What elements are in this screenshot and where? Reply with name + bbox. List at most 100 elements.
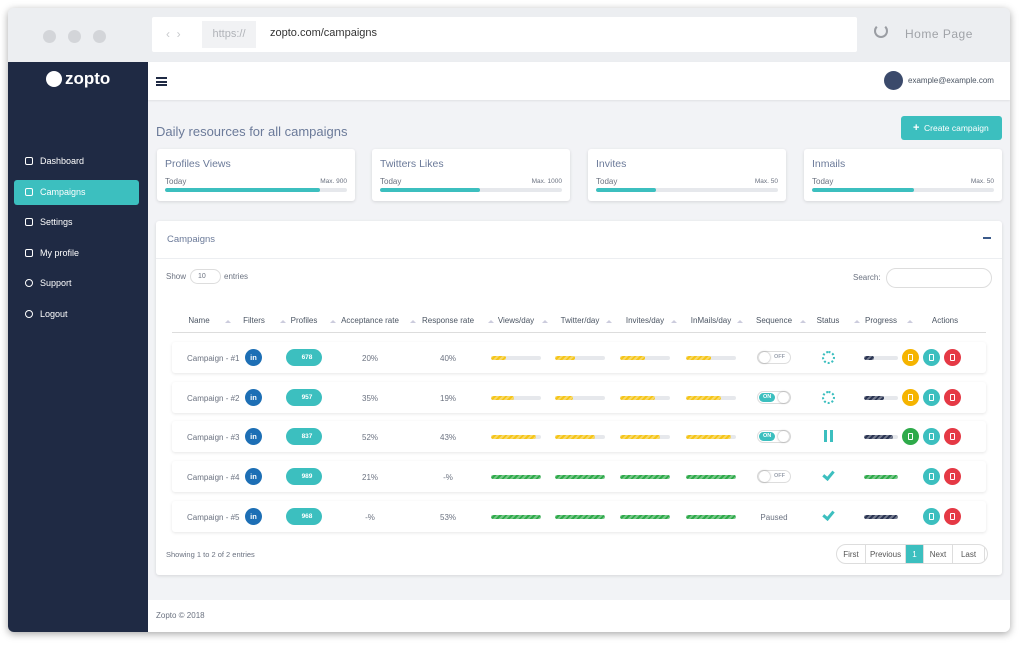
nav-item[interactable]: Logout	[14, 302, 139, 327]
resource-track	[380, 188, 562, 192]
menu-icon[interactable]	[156, 77, 167, 86]
campaign-row: Campaign - #1 in 678 20% 40% OFF	[172, 342, 986, 373]
column-header[interactable]: Views/day	[497, 316, 535, 325]
action-edit[interactable]	[923, 349, 940, 366]
daily-bar	[686, 395, 721, 400]
action-delete[interactable]	[944, 428, 961, 446]
profiles-badge: 968	[286, 507, 322, 525]
collapse-button[interactable]	[983, 237, 991, 239]
column-header[interactable]: Acceptance rate	[341, 316, 399, 325]
reload-icon[interactable]	[874, 24, 888, 38]
action-delete[interactable]	[944, 349, 961, 366]
search-input[interactable]	[886, 268, 992, 288]
column-header[interactable]: Name	[188, 316, 210, 325]
action-edit[interactable]	[923, 428, 940, 446]
status-spinner	[822, 351, 835, 364]
sequence-toggle[interactable]: ON	[757, 390, 791, 404]
daily-track	[686, 514, 736, 519]
home-link[interactable]: Home Page	[905, 27, 973, 41]
progress-track	[864, 514, 898, 519]
column-header[interactable]: Response rate	[421, 316, 475, 325]
column-header[interactable]: Progress	[864, 316, 898, 325]
action-delete[interactable]	[944, 468, 961, 486]
action-edit[interactable]	[923, 388, 940, 406]
daily-track	[620, 395, 670, 400]
profiles-badge: 957	[286, 388, 322, 406]
nav-item[interactable]: Dashboard	[14, 149, 139, 174]
campaign-name[interactable]: Campaign - #1	[187, 354, 240, 363]
column-header[interactable]: Actions	[931, 316, 959, 325]
action-play[interactable]	[902, 428, 919, 446]
action-edit[interactable]	[923, 468, 940, 486]
nav-item[interactable]: Settings	[14, 210, 139, 235]
daily-bar	[620, 356, 645, 360]
column-header[interactable]: InMails/day	[690, 316, 732, 325]
page-button[interactable]: 1	[906, 545, 924, 563]
acceptance-rate: 21%	[361, 473, 379, 483]
user-email[interactable]: example@example.com	[908, 76, 994, 85]
sort-icon	[330, 317, 336, 323]
page-button[interactable]: Previous	[866, 545, 906, 563]
resource-name: Inmails	[812, 158, 846, 170]
action-icon	[908, 433, 913, 441]
action-delete[interactable]	[944, 507, 961, 525]
window-button[interactable]	[68, 30, 81, 43]
resource-card: Inmails Today Max. 50	[804, 149, 1002, 201]
progress-track	[864, 475, 898, 480]
daily-track	[620, 356, 670, 360]
page-button[interactable]: First	[837, 545, 866, 563]
nav-item[interactable]: Campaigns	[14, 179, 139, 205]
nav-arrows[interactable]: ‹ ›	[166, 27, 181, 41]
campaign-name[interactable]: Campaign - #2	[187, 393, 240, 403]
profiles-count: 837	[301, 433, 313, 441]
daily-track	[555, 475, 605, 480]
column-header[interactable]: Filters	[243, 316, 265, 325]
avatar[interactable]	[884, 71, 903, 90]
action-pause[interactable]	[902, 349, 919, 366]
action-pause[interactable]	[902, 388, 919, 406]
filter-label: in	[250, 353, 257, 362]
page-button[interactable]: Next	[924, 545, 953, 563]
resource-bar	[596, 188, 657, 192]
daily-track	[491, 356, 541, 360]
column-header[interactable]: Invites/day	[625, 316, 665, 325]
create-button[interactable]: + Create campaign	[901, 116, 1002, 140]
action-edit[interactable]	[923, 507, 940, 525]
window-button[interactable]	[93, 30, 106, 43]
column-header[interactable]: Profiles	[290, 316, 318, 325]
nav-item[interactable]: My profile	[14, 241, 139, 266]
campaign-name[interactable]: Campaign - #3	[187, 433, 240, 443]
sequence-toggle[interactable]: ON	[757, 430, 791, 444]
address-bar[interactable]: ‹ › https:// zopto.com/campaigns	[152, 17, 857, 52]
campaign-name[interactable]: Campaign - #4	[187, 473, 240, 483]
action-icon	[929, 473, 934, 481]
action-icon	[908, 393, 913, 401]
filter-label: in	[250, 392, 257, 402]
action-delete[interactable]	[944, 388, 961, 406]
action-icon	[929, 433, 934, 441]
profiles-count: 989	[301, 473, 313, 481]
resource-card: Invites Today Max. 50	[588, 149, 786, 201]
daily-bar	[555, 435, 595, 440]
column-header[interactable]: Twitter/day	[560, 316, 600, 325]
page-size-select[interactable]: 10	[190, 269, 221, 284]
profiles-count: 678	[301, 354, 313, 361]
daily-bar	[620, 475, 670, 480]
nav-icon	[25, 187, 33, 196]
resource-max: Max. 1000	[531, 178, 562, 185]
progress-bar	[864, 514, 898, 519]
toggle-label: OFF	[774, 473, 785, 480]
progress-track	[864, 356, 898, 360]
sort-icon	[854, 317, 860, 323]
sequence-toggle[interactable]: OFF	[757, 351, 791, 364]
window-button[interactable]	[43, 30, 56, 43]
page-button[interactable]: Last	[953, 545, 985, 563]
sequence-toggle[interactable]: OFF	[757, 470, 791, 484]
nav-icon	[25, 279, 33, 287]
column-header[interactable]: Status	[816, 316, 840, 325]
campaign-name[interactable]: Campaign - #5	[187, 512, 240, 522]
nav-item[interactable]: Support	[14, 271, 139, 296]
resource-period: Today	[380, 177, 402, 186]
column-header[interactable]: Sequence	[755, 316, 793, 325]
action-icon	[950, 354, 955, 361]
